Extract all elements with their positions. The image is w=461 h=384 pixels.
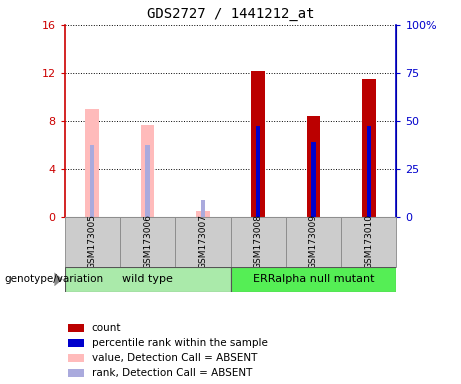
Bar — [230, 217, 286, 267]
Text: GSM173007: GSM173007 — [198, 214, 207, 270]
Bar — [120, 217, 175, 267]
Bar — [68, 354, 84, 362]
Bar — [175, 217, 230, 267]
Bar — [251, 71, 265, 217]
Bar — [311, 142, 316, 217]
Bar — [341, 217, 396, 267]
Text: GSM173005: GSM173005 — [88, 214, 97, 270]
Bar — [141, 124, 154, 217]
Bar — [286, 217, 341, 267]
Bar — [256, 126, 260, 217]
Text: ERRalpha null mutant: ERRalpha null mutant — [253, 274, 374, 285]
Text: count: count — [92, 323, 121, 333]
Text: genotype/variation: genotype/variation — [5, 274, 104, 285]
Text: GSM173006: GSM173006 — [143, 214, 152, 270]
Text: wild type: wild type — [122, 274, 173, 285]
Bar — [68, 369, 84, 377]
Text: value, Detection Call = ABSENT: value, Detection Call = ABSENT — [92, 353, 257, 363]
Bar — [90, 145, 95, 217]
Text: GSM173010: GSM173010 — [364, 214, 373, 270]
Text: rank, Detection Call = ABSENT: rank, Detection Call = ABSENT — [92, 368, 252, 378]
Bar — [68, 324, 84, 332]
Bar — [196, 211, 210, 217]
Bar — [68, 339, 84, 347]
Bar — [65, 267, 230, 292]
Title: GDS2727 / 1441212_at: GDS2727 / 1441212_at — [147, 7, 314, 21]
Bar — [362, 79, 376, 217]
Bar — [307, 116, 320, 217]
Bar — [201, 200, 205, 217]
Text: percentile rank within the sample: percentile rank within the sample — [92, 338, 267, 348]
Bar — [230, 267, 396, 292]
Text: GSM173009: GSM173009 — [309, 214, 318, 270]
Text: GSM173008: GSM173008 — [254, 214, 263, 270]
Polygon shape — [54, 273, 63, 286]
Bar — [145, 145, 150, 217]
Bar — [85, 109, 99, 217]
Bar — [65, 217, 120, 267]
Bar — [366, 126, 371, 217]
